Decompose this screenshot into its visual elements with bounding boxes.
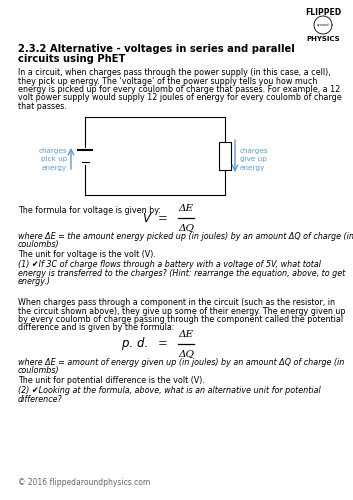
Text: FLIPPED: FLIPPED bbox=[305, 8, 341, 17]
Text: charges: charges bbox=[240, 148, 269, 154]
Text: $V$  =: $V$ = bbox=[142, 212, 168, 224]
Text: give up: give up bbox=[240, 156, 267, 162]
Text: where ΔE = amount of energy given up (in joules) by an amount ΔQ of charge (in: where ΔE = amount of energy given up (in… bbox=[18, 358, 345, 367]
Text: © 2016 flippedaroundphysics.com: © 2016 flippedaroundphysics.com bbox=[18, 478, 150, 487]
Text: around: around bbox=[317, 23, 329, 27]
Text: ΔE: ΔE bbox=[178, 330, 193, 339]
Text: that passes.: that passes. bbox=[18, 102, 67, 111]
Text: ΔE: ΔE bbox=[178, 204, 193, 213]
Text: The formula for voltage is given by:: The formula for voltage is given by: bbox=[18, 206, 161, 215]
Text: energy: energy bbox=[240, 165, 265, 171]
Text: by every coulomb of charge passing through the component called the potential: by every coulomb of charge passing throu… bbox=[18, 315, 343, 324]
Text: the circuit shown above), they give up some of their energy. The energy given up: the circuit shown above), they give up s… bbox=[18, 306, 346, 316]
Text: PHYSICS: PHYSICS bbox=[306, 36, 340, 42]
Text: The unit for voltage is the volt (V).: The unit for voltage is the volt (V). bbox=[18, 250, 156, 259]
Text: ΔQ: ΔQ bbox=[178, 223, 194, 232]
Text: difference?: difference? bbox=[18, 394, 63, 404]
Text: where ΔE = the amount energy picked up (in joules) by an amount ΔQ of charge (in: where ΔE = the amount energy picked up (… bbox=[18, 232, 353, 241]
Text: difference and is given by the formula:: difference and is given by the formula: bbox=[18, 324, 174, 332]
Text: In a circuit, when charges pass through the power supply (in this case, a cell),: In a circuit, when charges pass through … bbox=[18, 68, 331, 77]
Text: they pick up energy. The ‘voltage’ of the power supply tells you how much: they pick up energy. The ‘voltage’ of th… bbox=[18, 76, 317, 86]
Bar bbox=[219, 142, 231, 170]
Text: circuits using PhET: circuits using PhET bbox=[18, 54, 126, 64]
Text: volt power supply would supply 12 joules of energy for every coulomb of charge: volt power supply would supply 12 joules… bbox=[18, 94, 342, 102]
Text: pick up: pick up bbox=[41, 156, 67, 162]
Text: (2) ✔Looking at the formula, above, what is an alternative unit for potential: (2) ✔Looking at the formula, above, what… bbox=[18, 386, 321, 395]
Text: energy is transferred to the charges? (Hint: rearrange the equation, above, to g: energy is transferred to the charges? (H… bbox=[18, 268, 345, 278]
Text: $p.\,d.$  =: $p.\,d.$ = bbox=[121, 336, 168, 352]
Text: The unit for potential difference is the volt (V).: The unit for potential difference is the… bbox=[18, 376, 205, 385]
Text: coulombs): coulombs) bbox=[18, 240, 60, 250]
Text: energy: energy bbox=[42, 165, 67, 171]
Text: When charges pass through a component in the circuit (such as the resistor, in: When charges pass through a component in… bbox=[18, 298, 335, 307]
Text: coulombs): coulombs) bbox=[18, 366, 60, 376]
Text: 2.3.2 Alternative - voltages in series and parallel: 2.3.2 Alternative - voltages in series a… bbox=[18, 44, 295, 54]
Text: (1) ✔If 3C of charge flows through a battery with a voltage of 5V, what total: (1) ✔If 3C of charge flows through a bat… bbox=[18, 260, 321, 269]
Text: energy.): energy.) bbox=[18, 277, 51, 286]
Text: energy is picked up for every coulomb of charge that passes. For example, a 12: energy is picked up for every coulomb of… bbox=[18, 85, 340, 94]
Text: ΔQ: ΔQ bbox=[178, 349, 194, 358]
Text: charges: charges bbox=[38, 148, 67, 154]
